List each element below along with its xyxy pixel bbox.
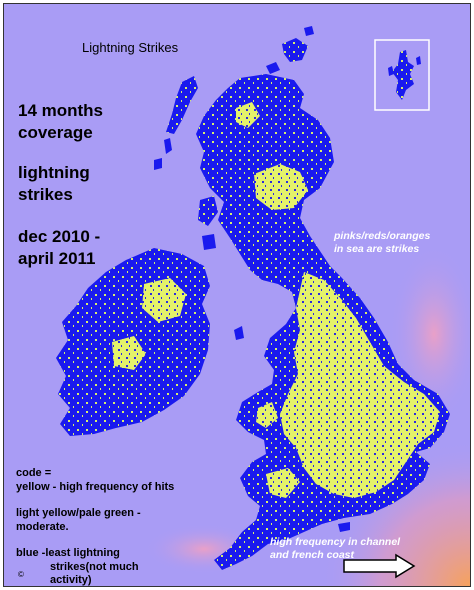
legend-yellow: yellow - high frequency of hits — [16, 481, 175, 493]
legend-blue-line-1: blue -least lightning — [16, 547, 120, 559]
legend-blue-line-3: activity) — [50, 574, 92, 586]
right-arrow-icon — [343, 553, 416, 579]
period-line-1: dec 2010 - — [18, 227, 101, 246]
ireland-high-patch — [142, 278, 186, 322]
channel-note-line-2: and french coast — [270, 549, 355, 561]
coverage-line-1: 14 months — [18, 101, 104, 120]
islay — [202, 234, 216, 250]
sea-note-line-2: in sea are strikes — [334, 243, 420, 255]
shetland-inset — [374, 39, 430, 111]
legend-pale-line-2: moderate. — [16, 521, 69, 533]
lightning-map: Lightning Strikes 14 months coverage lig… — [3, 3, 471, 587]
highlands-patch — [236, 102, 260, 128]
sea-note-line-1: pinks/reds/oranges — [334, 230, 431, 242]
southwest-patch — [266, 468, 300, 498]
england-high-frequency — [280, 272, 440, 498]
isle-of-wight — [338, 522, 350, 532]
legend-blue-line-2: strikes(not much — [50, 561, 139, 573]
subject-line-1: lightning — [18, 163, 90, 182]
legend-code-heading: code = — [16, 467, 52, 479]
period-line-2: april 2011 — [18, 249, 96, 268]
hebrides — [154, 76, 198, 170]
isle-of-man — [234, 326, 244, 340]
coverage-line-2: coverage — [18, 123, 93, 142]
scotland-high-patch — [254, 164, 308, 210]
legend-pale-line-1: light yellow/pale green - — [16, 507, 141, 519]
copyright-symbol: © — [18, 570, 24, 579]
ireland-central-patch — [112, 336, 146, 370]
northern-islands — [266, 26, 314, 74]
channel-note-line-1: high frequency in channel — [270, 536, 401, 548]
map-title: Lightning Strikes — [82, 40, 179, 55]
subject-line-2: strikes — [18, 185, 73, 204]
wales-patch — [256, 402, 278, 428]
inner-hebrides — [198, 196, 218, 226]
map-graphic — [56, 26, 470, 586]
